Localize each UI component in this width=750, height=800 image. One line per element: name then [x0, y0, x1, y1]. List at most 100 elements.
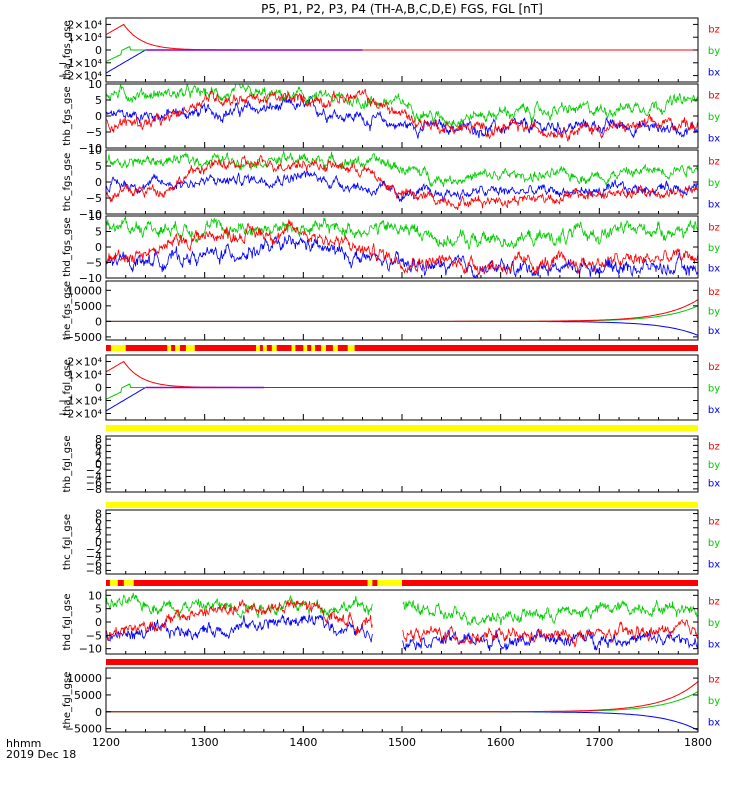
legend-bz: bz	[708, 675, 720, 686]
y-tick-label: 0	[95, 536, 102, 549]
series-bz-line	[105, 219, 699, 276]
legend-bx: bx	[708, 717, 720, 728]
panel-frame	[105, 149, 699, 215]
flag-segment	[347, 345, 355, 351]
panel-frame	[105, 280, 699, 341]
y-tick-label: 0	[95, 176, 102, 189]
flag-bar	[106, 580, 698, 586]
legend-bx: bx	[708, 639, 720, 650]
y-tick-label: 2	[95, 529, 102, 542]
y-axis-label: the_fgl_gse	[62, 672, 73, 729]
y-axis-label: thc_fgl_gse	[62, 514, 73, 570]
y-tick-label: −2×10⁴	[58, 408, 102, 421]
y-tick-label: 2×10⁴	[67, 18, 102, 31]
legend-by: by	[708, 538, 720, 549]
flag-segment	[106, 425, 698, 431]
legend-bz: bz	[708, 517, 720, 528]
y-axis-label: thd_fgs_gse	[62, 217, 73, 276]
y-tick-label: −5	[86, 126, 102, 139]
flag-segment	[106, 659, 698, 665]
series-bx-line	[105, 170, 699, 202]
y-axis-label: thb_fgl_gse	[62, 436, 73, 493]
y-tick-label: −2	[86, 543, 102, 556]
y-tick-label: 0	[95, 616, 102, 629]
y-tick-label: −10	[79, 208, 102, 221]
legend-bz: bz	[708, 597, 720, 608]
y-tick-label: 10	[88, 589, 102, 602]
y-tick-label: 4	[95, 522, 102, 535]
legend-by: by	[708, 618, 720, 629]
y-axis-label: the_fgs_gse	[62, 281, 73, 340]
panel-frame	[105, 435, 699, 493]
y-tick-label: −5000	[65, 331, 102, 344]
legend-by: by	[708, 178, 720, 189]
y-tick-label: 1×10⁴	[67, 369, 102, 382]
y-tick-label: 1×10⁴	[67, 31, 102, 44]
series-bx-line	[105, 49, 363, 74]
y-tick-label: 0	[95, 110, 102, 123]
flag-segment	[106, 345, 698, 351]
series-by-line	[105, 82, 699, 128]
legend-by: by	[708, 243, 720, 254]
flag-segment	[303, 345, 308, 351]
flag-bar	[106, 659, 698, 665]
legend-bz: bz	[708, 222, 720, 233]
legend-bx: bx	[708, 199, 720, 210]
flag-segment	[175, 345, 180, 351]
y-tick-label: 6	[95, 515, 102, 528]
legend-bz: bz	[708, 25, 720, 36]
series-bz-line	[105, 360, 698, 388]
flag-segment	[271, 345, 277, 351]
series-by-line	[105, 592, 699, 627]
flag-segment	[185, 345, 195, 351]
y-axis-label: thb_fgs_gse	[62, 86, 73, 145]
series-by-line	[105, 150, 699, 188]
y-tick-label: −4	[86, 470, 102, 483]
flag-segment	[167, 345, 172, 351]
flag-segment	[110, 345, 126, 351]
y-tick-label: 5000	[74, 689, 102, 702]
y-axis-label: thc_fgs_gse	[62, 153, 73, 212]
legend-bz: bz	[708, 362, 720, 373]
y-tick-label: −1×10⁴	[58, 395, 102, 408]
y-tick-label: −8	[86, 483, 102, 496]
y-tick-label: 2×10⁴	[67, 356, 102, 369]
series-bx-line	[105, 95, 699, 139]
legend-by: by	[708, 696, 720, 707]
y-tick-label: 5	[95, 603, 102, 616]
y-tick-label: 0	[95, 706, 102, 719]
panel-frame	[105, 83, 699, 149]
flag-segment	[262, 345, 267, 351]
y-tick-label: 8	[95, 433, 102, 446]
y-tick-label: −4	[86, 550, 102, 563]
series-by-line	[106, 691, 699, 713]
x-tick-label: 1300	[191, 736, 219, 749]
y-tick-label: 0	[95, 382, 102, 395]
series-by-line	[105, 216, 698, 251]
y-tick-label: 10	[88, 144, 102, 157]
y-tick-label: 0	[95, 315, 102, 328]
panel-frame	[105, 667, 699, 733]
x-tick-label: 1600	[487, 736, 515, 749]
legend-bz: bz	[708, 441, 720, 452]
legend-bx: bx	[708, 264, 720, 275]
series-by-line	[105, 45, 363, 62]
flag-bar	[106, 425, 698, 431]
y-tick-label: 4	[95, 446, 102, 459]
panel-thb_fgs_gse: 10 5 0 −5 −10 thb_fgs_gse bz by bx	[62, 78, 720, 155]
legend-by: by	[708, 460, 720, 471]
flag-segment	[291, 345, 296, 351]
y-tick-label: 5	[95, 226, 102, 239]
y-tick-label: −5	[86, 629, 102, 642]
x-tick-label: 1700	[585, 736, 613, 749]
y-tick-label: −1×10⁴	[58, 57, 102, 70]
y-tick-label: 0	[95, 458, 102, 471]
y-tick-label: −8	[86, 564, 102, 577]
y-tick-label: −5	[86, 257, 102, 270]
legend-by: by	[708, 112, 720, 123]
